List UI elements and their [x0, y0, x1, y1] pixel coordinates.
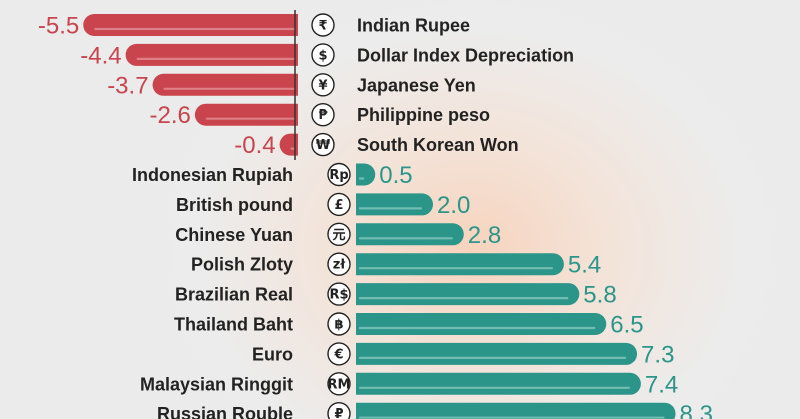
symbol-circle	[327, 372, 351, 396]
symbol-circle	[327, 252, 351, 276]
symbol-text: ฿	[334, 318, 343, 333]
symbol-text: £	[334, 198, 343, 213]
value-label: -4.4	[80, 42, 121, 69]
symbol-circle	[327, 402, 351, 419]
value-label: -0.4	[234, 132, 275, 159]
category-label: British pound	[176, 195, 293, 215]
value-label: 5.8	[583, 282, 616, 309]
bars-layer	[83, 14, 676, 419]
value-label: 7.4	[645, 371, 678, 398]
symbol-circle	[311, 102, 335, 127]
currency-symbol-icon: ¥	[311, 73, 335, 97]
value-label: 6.5	[610, 312, 643, 339]
symbol-circle	[327, 312, 351, 336]
symbol-circle	[311, 132, 335, 157]
value-label: 2.0	[437, 192, 470, 219]
bar	[356, 163, 376, 186]
currency-symbol-icon: ₩	[311, 132, 335, 157]
symbol-text: ₩	[316, 138, 331, 153]
symbol-circle	[327, 342, 351, 366]
category-label: Dollar Index Depreciation	[357, 45, 574, 65]
category-label: South Korean Won	[357, 135, 519, 155]
bar	[356, 342, 638, 365]
symbol-circle	[327, 192, 351, 217]
symbol-text: Rp	[329, 168, 348, 183]
value-label: 7.3	[641, 341, 674, 368]
bar	[356, 193, 433, 216]
category-label: Philippine peso	[357, 105, 490, 125]
bar	[83, 14, 298, 36]
symbol-text: zł	[333, 258, 347, 273]
category-label: Euro	[252, 344, 293, 364]
symbol-text: ¥	[318, 78, 327, 93]
currency-symbol-icon: 元	[327, 222, 351, 247]
category-label: Polish Zloty	[191, 255, 293, 275]
value-label: -3.7	[107, 72, 148, 99]
bar	[356, 402, 676, 419]
bar	[152, 73, 298, 96]
value-label: 5.4	[568, 252, 601, 279]
bar	[279, 133, 298, 156]
value-label: -2.6	[150, 102, 191, 129]
bar	[125, 43, 298, 66]
symbol-text: €	[333, 347, 343, 362]
currency-symbol-icon: RM	[327, 372, 351, 396]
category-label: Malaysian Ringgit	[140, 374, 293, 394]
symbol-text: RM	[328, 377, 351, 392]
symbol-text: R$	[329, 288, 348, 303]
currency-symbol-icon: R$	[327, 282, 351, 306]
category-label: Brazilian Real	[175, 285, 293, 305]
symbol-text: ₱	[318, 108, 328, 123]
value-label: -5.5	[38, 13, 79, 40]
symbol-text: ₽	[334, 407, 343, 419]
currency-symbol-icon: ฿	[327, 312, 351, 336]
currency-symbol-icon: Rp	[327, 162, 351, 187]
symbol-circle	[311, 13, 335, 37]
value-label: 8.3	[680, 401, 713, 419]
category-label: Thailand Baht	[174, 315, 293, 335]
value-label: 0.5	[379, 162, 412, 189]
category-label: Russian Rouble	[157, 404, 293, 419]
category-label: Chinese Yuan	[175, 225, 293, 245]
category-label: Indian Rupee	[357, 16, 470, 36]
category-label: Indonesian Rupiah	[132, 165, 293, 185]
bar	[194, 103, 298, 126]
currency-symbol-icon: zł	[327, 252, 351, 276]
currency-symbol-icon: €	[327, 342, 351, 366]
symbol-circle	[327, 222, 351, 247]
symbol-text: $	[318, 48, 327, 63]
symbol-text: 元	[332, 228, 345, 243]
symbol-circle	[311, 73, 335, 97]
category-label: Japanese Yen	[357, 75, 476, 95]
currency-symbol-icon: ₹	[311, 13, 335, 37]
bar	[356, 223, 464, 246]
currency-symbol-icon: ₽	[327, 402, 351, 419]
currency-symbol-icon: ₱	[311, 102, 335, 127]
bar	[356, 283, 580, 306]
symbol-circle	[311, 43, 335, 67]
value-label: 2.8	[468, 222, 501, 249]
symbol-text: ₹	[318, 19, 327, 34]
symbol-circle	[327, 282, 351, 306]
currency-symbol-icon: £	[327, 192, 351, 217]
bar	[356, 313, 607, 335]
bar	[356, 372, 641, 395]
bar	[356, 253, 564, 276]
currency-symbol-icon: $	[311, 43, 335, 67]
symbol-circle	[327, 162, 351, 187]
rows-layer: ₹ Indian Rupee -5.5 $ Dollar Index Depreciat…	[38, 13, 713, 419]
